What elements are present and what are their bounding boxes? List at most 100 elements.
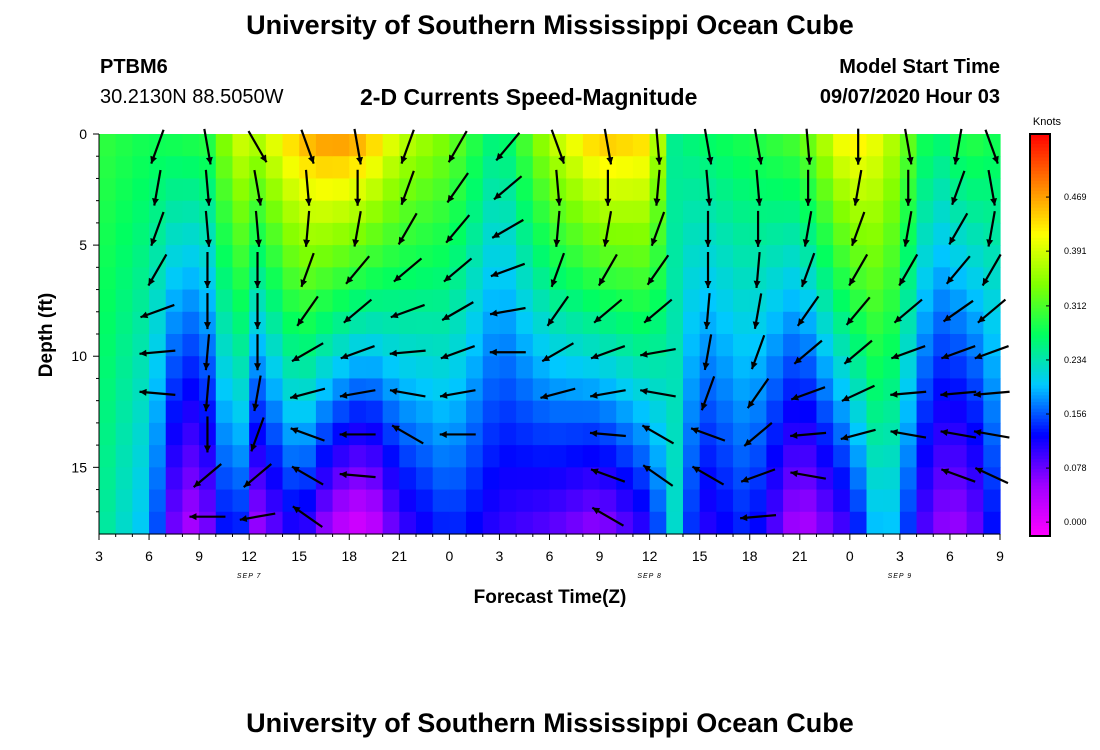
arrow-head <box>392 425 400 432</box>
heatmap-cell <box>499 356 517 380</box>
heatmap-cell <box>632 222 651 246</box>
current-arrow <box>489 348 526 356</box>
arrow-head <box>754 239 762 247</box>
heatmap-cell <box>232 311 250 335</box>
heatmap-cell <box>332 245 350 268</box>
heatmap-cell <box>616 356 634 380</box>
heatmap-cell <box>983 289 1001 313</box>
arrow-head <box>700 402 708 411</box>
heatmap-cell <box>516 311 534 335</box>
heatmap-cell <box>115 334 133 357</box>
heatmap-cell <box>482 245 501 268</box>
current-arrow <box>640 387 676 398</box>
colorbar-segment <box>1030 405 1050 410</box>
heatmap-cell <box>616 200 634 224</box>
current-arrow <box>804 169 812 206</box>
heatmap-cell <box>833 267 851 291</box>
heatmap-cell <box>115 178 133 202</box>
heatmap-cell <box>899 156 918 180</box>
heatmap-cell <box>349 378 367 402</box>
current-arrow <box>203 375 211 412</box>
current-arrow <box>254 252 262 288</box>
heatmap-cell <box>733 134 751 157</box>
x-tick-label: 0 <box>846 548 854 564</box>
colorbar-segment <box>1030 154 1050 159</box>
colorbar-segment <box>1030 502 1050 507</box>
current-arrow <box>203 334 211 371</box>
colorbar-segment <box>1030 371 1050 376</box>
arrow-head <box>990 198 998 206</box>
colorbar-segment <box>1030 475 1050 480</box>
arrow-head <box>802 239 810 247</box>
heatmap-cell <box>382 289 400 313</box>
x-tick-label: 15 <box>291 548 307 564</box>
heatmap-cell <box>916 378 934 402</box>
heatmap-cell <box>749 378 768 402</box>
current-arrow <box>140 303 175 319</box>
current-arrow <box>854 128 862 165</box>
heatmap-cell <box>599 289 617 313</box>
heatmap-cell <box>332 134 350 157</box>
heatmap-cell <box>866 334 884 357</box>
heatmap-cell <box>616 156 634 180</box>
heatmap-cell <box>799 156 818 180</box>
colorbar-segment <box>1030 134 1050 138</box>
heatmap-cell <box>783 289 801 313</box>
heatmap-cell <box>99 378 117 402</box>
heatmap-cell <box>983 378 1001 402</box>
heatmap-cell <box>566 334 584 357</box>
heatmap-cell <box>232 222 250 246</box>
heatmap-cell <box>532 178 551 202</box>
heatmap-cell <box>315 445 334 468</box>
heatmap-cell <box>682 267 701 291</box>
heatmap-cell <box>232 245 250 268</box>
arrow-head <box>841 394 850 402</box>
heatmap-cell <box>983 267 1001 291</box>
heatmap-cell <box>282 311 300 335</box>
heatmap-cell <box>349 445 367 468</box>
current-arrow <box>790 470 827 480</box>
heatmap-cell <box>99 178 117 202</box>
colorbar-segment <box>1030 482 1050 487</box>
arrow-head <box>139 388 147 396</box>
heatmap-cell <box>866 178 884 202</box>
heatmap-cell <box>182 245 200 268</box>
current-arrow <box>493 175 523 201</box>
arrow-head <box>305 198 313 206</box>
heatmap-cell <box>315 311 334 335</box>
heatmap-cell <box>699 489 717 513</box>
arrow-head <box>705 198 713 206</box>
colorbar-segment <box>1030 378 1050 383</box>
arrow-head <box>747 400 755 409</box>
heatmap-cell <box>466 267 484 291</box>
heatmap-cell <box>983 200 1001 224</box>
heatmap-cell <box>733 489 751 513</box>
current-arrows <box>139 128 1010 528</box>
heatmap-cell <box>566 511 584 535</box>
arrow-head <box>440 391 448 399</box>
current-arrow <box>973 429 1010 439</box>
heatmap-cell <box>466 289 484 313</box>
current-arrow <box>441 301 474 322</box>
current-arrow <box>740 468 776 483</box>
heatmap-cell <box>783 511 801 535</box>
heatmap-cell <box>115 267 133 291</box>
heatmap-cell <box>265 489 284 513</box>
current-arrow <box>289 387 326 400</box>
x-tick-label: 21 <box>392 548 408 564</box>
heatmap-cell <box>733 511 751 535</box>
heatmap-cell <box>966 378 984 402</box>
heatmap-cell <box>783 156 801 180</box>
heatmap-cell <box>99 334 117 357</box>
heatmap-cell <box>466 245 484 268</box>
heatmap-cell <box>599 267 617 291</box>
current-arrow <box>439 389 476 399</box>
heatmap-cell <box>182 445 200 468</box>
heatmap-cell <box>899 289 918 313</box>
arrow-head <box>755 198 763 206</box>
heatmap-cell <box>315 356 334 380</box>
x-axis-label: Forecast Time(Z) <box>474 587 627 608</box>
heatmap-cell <box>199 445 217 468</box>
current-arrow <box>951 170 966 206</box>
